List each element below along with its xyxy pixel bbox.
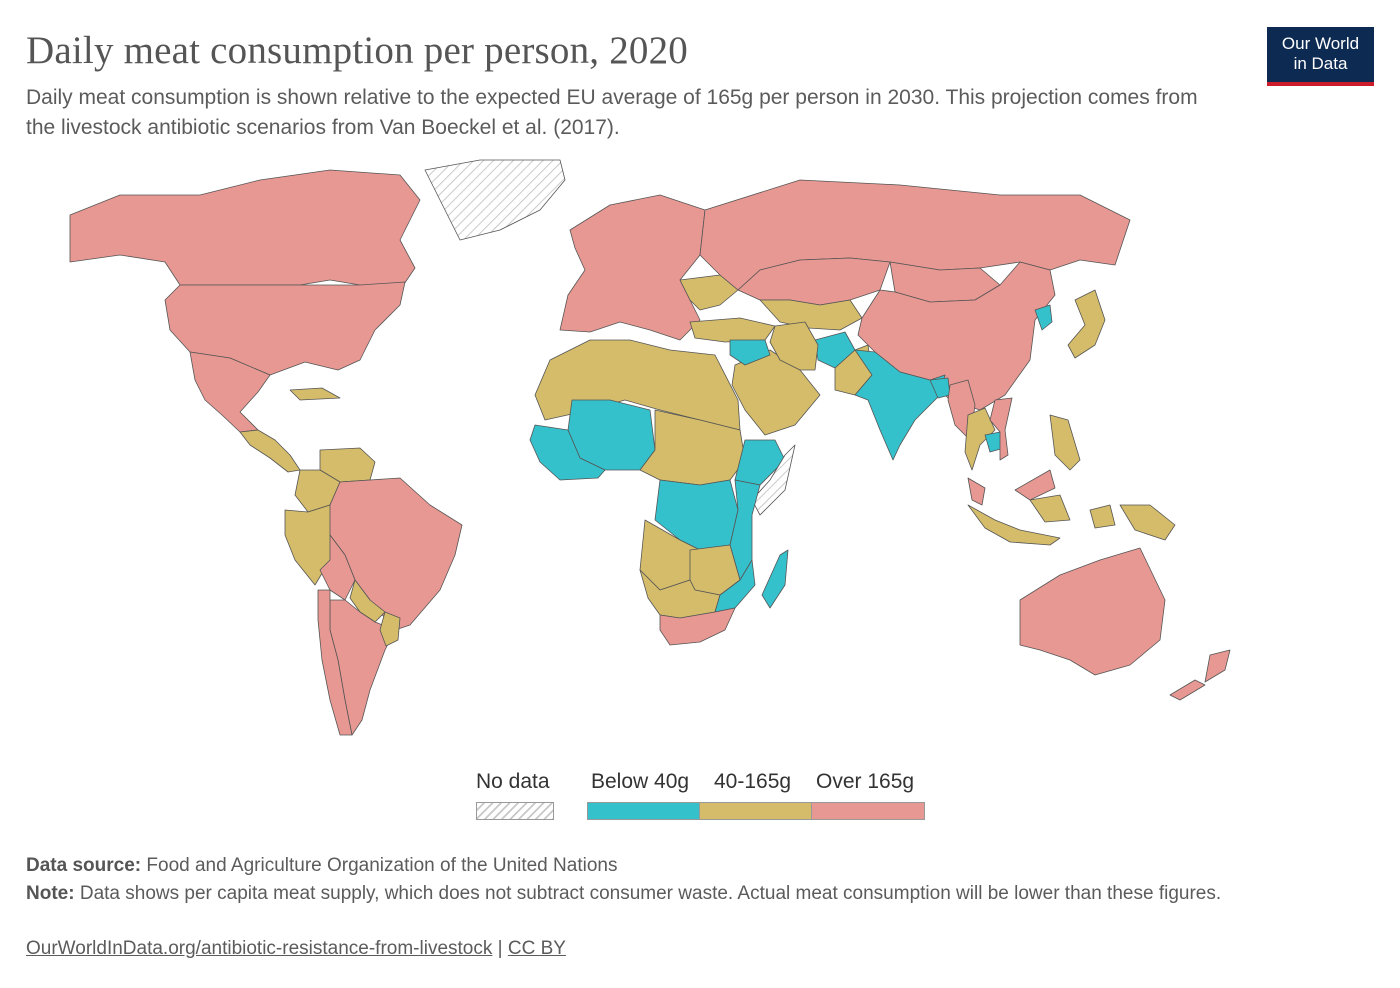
logo-line-2: in Data <box>1293 54 1348 73</box>
region-papua-new-guinea[interactable] <box>1119 504 1176 541</box>
legend-bin-label-3: Over 165g <box>816 770 915 793</box>
region-central-asia[interactable] <box>759 299 863 331</box>
note-label: Note: <box>26 883 75 904</box>
region-central-america[interactable] <box>239 429 301 473</box>
citation-line: OurWorldInData.org/antibiotic-resistance… <box>26 935 566 962</box>
region-madagascar[interactable] <box>761 549 789 609</box>
region-iran[interactable] <box>769 321 819 371</box>
region-uruguay[interactable] <box>379 611 401 647</box>
map-legend: No data Below 40g 40-165g Over 165g <box>470 768 940 828</box>
region-philippines[interactable] <box>1049 414 1081 471</box>
owid-logo[interactable]: Our World in Data <box>1267 27 1374 86</box>
region-thailand[interactable] <box>964 407 996 471</box>
region-somalia[interactable] <box>751 444 796 516</box>
data-source-line: Data source: Food and Agriculture Organi… <box>26 852 617 879</box>
note-line: Note: Data shows per capita meat supply,… <box>26 880 1326 907</box>
region-indonesia[interactable] <box>967 494 1116 546</box>
region-north-korea[interactable] <box>1034 304 1053 331</box>
note-text: Data shows per capita meat supply, which… <box>79 883 1222 904</box>
region-new-zealand[interactable] <box>1169 649 1231 701</box>
region-united-states[interactable] <box>164 281 406 376</box>
logo-line-1: Our World <box>1281 34 1360 53</box>
legend-no-data-label: No data <box>476 770 550 793</box>
region-vietnam[interactable] <box>989 397 1013 461</box>
region-europe[interactable] <box>559 194 706 341</box>
region-turkey[interactable] <box>689 317 776 343</box>
region-cuba[interactable] <box>289 387 341 401</box>
region-west-africa-coast[interactable] <box>529 424 606 481</box>
region-ethiopia[interactable] <box>734 439 786 486</box>
world-map <box>69 159 1231 736</box>
chart-subtitle: Daily meat consumption is shown relative… <box>26 86 1198 139</box>
legend-bin-label-1: Below 40g <box>591 770 690 793</box>
citation-separator: | <box>497 938 503 959</box>
region-chile[interactable] <box>317 589 353 736</box>
region-malaysia[interactable] <box>967 469 1056 506</box>
region-canada[interactable] <box>69 169 421 291</box>
data-source-label: Data source: <box>26 855 142 876</box>
chart-title: Daily meat consumption per person, 2020 <box>26 29 689 72</box>
legend-bin-label-2: 40-165g <box>714 770 792 793</box>
source-url-link[interactable]: OurWorldInData.org/antibiotic-resistance… <box>26 938 493 959</box>
region-australia[interactable] <box>1019 547 1166 676</box>
region-south-africa[interactable] <box>659 607 736 646</box>
legend-swatch-below-40g[interactable] <box>587 802 700 820</box>
logo-accent-bar <box>1267 82 1374 86</box>
legend-no-data-swatch[interactable] <box>476 802 554 820</box>
legend-swatch-40-165g[interactable] <box>699 802 812 820</box>
region-bolivia[interactable] <box>319 534 356 601</box>
legend-swatch-over-165g[interactable] <box>811 802 925 820</box>
data-source-text: Food and Agriculture Organization of the… <box>146 855 618 876</box>
region-greenland[interactable] <box>424 159 566 241</box>
region-india[interactable] <box>854 349 946 461</box>
region-iraq-syria[interactable] <box>729 339 771 366</box>
region-japan[interactable] <box>1067 289 1106 359</box>
license-link[interactable]: CC BY <box>507 938 566 959</box>
